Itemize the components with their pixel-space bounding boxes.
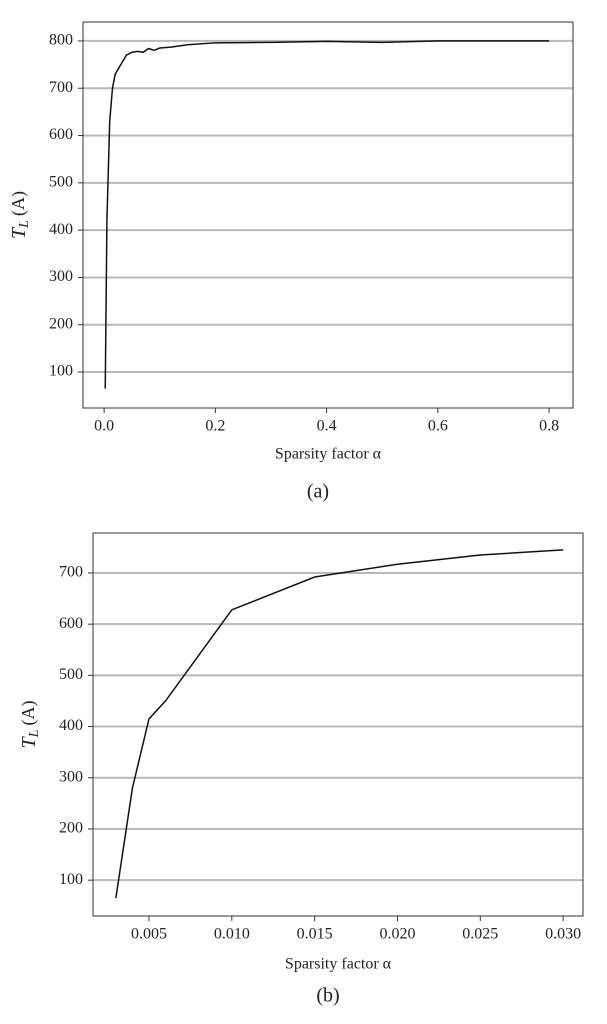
caption: (a) [307, 481, 329, 503]
y-label-unit: (A) [8, 191, 29, 216]
y-tick-label: 100 [49, 363, 73, 380]
x-tick-label: 0.8 [539, 418, 559, 435]
x-tick-label: 0.6 [428, 418, 448, 435]
data-line [115, 549, 564, 899]
data-line [104, 40, 550, 389]
y-label-unit: (A) [18, 701, 39, 726]
y-tick-label: 200 [49, 315, 73, 332]
plot-frame [82, 21, 574, 409]
y-tick-label: 800 [49, 32, 73, 49]
x-tick-label: 0.015 [297, 926, 333, 943]
y-tick-label: 700 [49, 79, 73, 96]
y-tick-label: 500 [59, 666, 83, 683]
x-tick-label: 0.010 [214, 926, 250, 943]
x-axis-label: Sparsity factor α [275, 446, 382, 463]
y-tick-label: 300 [59, 768, 83, 785]
y-axis-label: TL (A) [8, 191, 33, 239]
y-tick-label: 300 [49, 268, 73, 285]
y-label-subscript: L [17, 220, 32, 229]
y-axis-label: TL (A) [18, 701, 43, 749]
y-tick-label: 500 [49, 174, 73, 191]
chart: 100 200 300 400 500 600 700 0.005 0.010 0.015 0.02… [18, 532, 584, 1007]
x-tick-label: 0.030 [545, 926, 581, 943]
x-tick-label: 0.2 [205, 418, 225, 435]
x-tick-label: 0.005 [131, 926, 167, 943]
chart: 100 200 300 400 500 600 700 800 0.0 0.2 0.4 0.6 0.8 S… [8, 21, 574, 503]
y-tick-label: 700 [59, 564, 83, 581]
x-tick-label: 0.4 [317, 418, 337, 435]
x-axis-label: Sparsity factor α [285, 956, 392, 973]
x-tick-label: 0.025 [462, 926, 498, 943]
y-tick-label: 200 [59, 820, 83, 837]
y-label-symbol: T [18, 735, 40, 748]
y-label-symbol: T [8, 226, 30, 239]
x-tick-label: 0.020 [379, 926, 415, 943]
caption: (b) [316, 985, 339, 1007]
y-tick-label: 100 [59, 871, 83, 888]
y-tick-label: 600 [59, 615, 83, 632]
y-tick-label: 400 [59, 717, 83, 734]
y-label-subscript: L [27, 729, 42, 738]
plot-frame [92, 532, 584, 917]
y-tick-label: 400 [49, 221, 73, 238]
y-tick-label: 600 [49, 126, 73, 143]
x-tick-label: 0.0 [94, 418, 114, 435]
